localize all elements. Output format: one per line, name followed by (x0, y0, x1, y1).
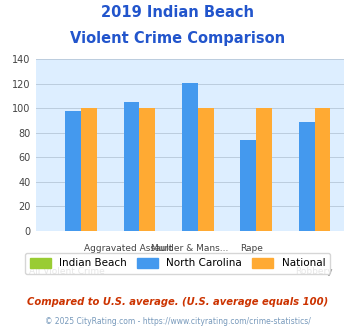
Text: Robbery: Robbery (295, 267, 332, 276)
Bar (198, 109, 214, 231)
Bar (315, 109, 330, 231)
Bar (65, 111, 81, 231)
Bar (256, 109, 272, 231)
Text: Compared to U.S. average. (U.S. average equals 100): Compared to U.S. average. (U.S. average … (27, 297, 328, 307)
Text: Violent Crime Comparison: Violent Crime Comparison (70, 31, 285, 46)
Bar (182, 83, 198, 231)
Text: All Violent Crime: All Violent Crime (28, 267, 104, 276)
Text: Aggravated Assault: Aggravated Assault (84, 244, 173, 253)
Text: 2019 Indian Beach: 2019 Indian Beach (101, 5, 254, 20)
Legend: Indian Beach, North Carolina, National: Indian Beach, North Carolina, National (24, 253, 331, 274)
Bar (299, 122, 315, 231)
Bar (81, 109, 97, 231)
Text: Rape: Rape (240, 244, 263, 253)
Text: Murder & Mans...: Murder & Mans... (151, 244, 229, 253)
Bar (240, 140, 256, 231)
Text: © 2025 CityRating.com - https://www.cityrating.com/crime-statistics/: © 2025 CityRating.com - https://www.city… (45, 317, 310, 326)
Bar (140, 109, 155, 231)
Bar (124, 102, 140, 231)
